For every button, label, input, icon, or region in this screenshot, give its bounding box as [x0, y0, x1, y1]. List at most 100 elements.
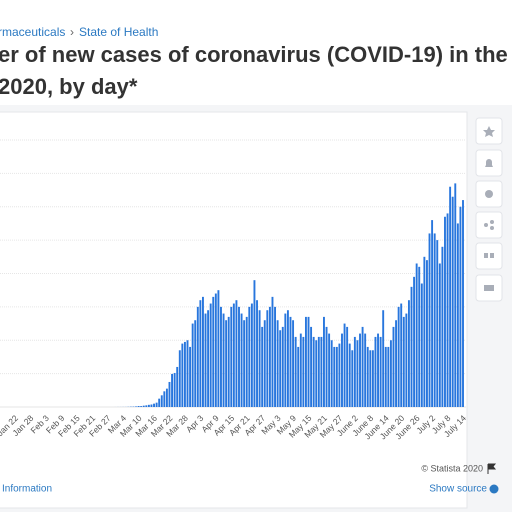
- bar: [338, 343, 341, 407]
- info-icon: [489, 484, 499, 494]
- share-icon: [484, 223, 488, 227]
- bar: [446, 213, 449, 407]
- copyright: © Statista 2020: [421, 463, 483, 473]
- bar: [261, 326, 264, 407]
- bar: [155, 402, 158, 407]
- bar: [433, 233, 436, 407]
- bar: [153, 403, 155, 407]
- print-icon: [484, 285, 494, 291]
- bar: [297, 346, 300, 407]
- bar: [441, 246, 444, 407]
- bar: [279, 330, 282, 407]
- show-source-link[interactable]: Show source: [429, 484, 487, 495]
- bar: [135, 406, 137, 407]
- bar: [274, 306, 276, 407]
- bar: [356, 340, 359, 407]
- bar: [348, 343, 351, 407]
- bar: [142, 405, 145, 407]
- quote-icon: [490, 253, 494, 258]
- bar: [374, 336, 377, 407]
- bar: [320, 336, 323, 407]
- bar: [369, 350, 372, 407]
- bar: [395, 320, 398, 407]
- bar: [323, 316, 325, 407]
- bar: [361, 326, 364, 407]
- bar: [150, 404, 153, 407]
- flag-icon: [487, 463, 497, 474]
- bar: [209, 303, 212, 407]
- bar: [183, 341, 186, 407]
- bar: [202, 296, 204, 407]
- bar: [415, 263, 418, 407]
- toolbar-icons: [483, 126, 495, 291]
- bar: [263, 320, 266, 407]
- bar: [384, 346, 387, 407]
- bar: [181, 343, 184, 407]
- bar: [266, 310, 269, 407]
- bar: [392, 326, 395, 407]
- share-icon: [490, 226, 494, 230]
- bar: [204, 313, 207, 407]
- bar: [364, 333, 367, 407]
- breadcrumb-link[interactable]: State of Health: [79, 25, 158, 39]
- bar: [407, 300, 410, 407]
- bar: [268, 306, 271, 407]
- share-button[interactable]: [475, 211, 503, 239]
- bar: [243, 320, 246, 407]
- bar: [173, 372, 176, 407]
- bar: [168, 381, 171, 407]
- title-line: er of new cases of coronavirus (COVID-19…: [0, 42, 512, 67]
- bar: [343, 323, 346, 407]
- bar: [420, 283, 423, 407]
- bar: [346, 326, 349, 407]
- bar: [304, 316, 307, 407]
- gear-icon: [485, 190, 493, 198]
- bar: [302, 336, 305, 407]
- bar: [186, 340, 189, 407]
- bar: [163, 391, 166, 407]
- bar: [389, 340, 392, 407]
- bar: [165, 388, 168, 407]
- bar: [315, 340, 318, 407]
- bell-icon: [485, 159, 493, 167]
- bar: [189, 346, 192, 407]
- bar: [171, 373, 174, 407]
- bar: [225, 320, 228, 407]
- information-link[interactable]: Information: [2, 484, 52, 495]
- bar: [256, 300, 258, 407]
- bar: [222, 313, 225, 407]
- bar: [405, 313, 408, 407]
- bar: [281, 326, 284, 407]
- bar: [456, 223, 459, 407]
- bar: [147, 404, 150, 407]
- bar: [366, 346, 369, 407]
- bar: [451, 196, 454, 407]
- star-icon: [483, 126, 495, 137]
- bar: [359, 333, 361, 407]
- bar: [418, 266, 421, 407]
- bar: [245, 316, 248, 407]
- bar: [194, 320, 197, 407]
- cite-button[interactable]: [475, 242, 503, 270]
- bar: [379, 336, 382, 407]
- breadcrumb-link[interactable]: rmaceuticals: [0, 25, 65, 39]
- bar: [230, 306, 233, 407]
- bar: [341, 333, 343, 407]
- bar: [382, 310, 385, 407]
- bar: [284, 313, 287, 407]
- bar: [307, 316, 310, 407]
- bar: [436, 240, 439, 407]
- bar: [214, 293, 217, 407]
- bar: [158, 398, 161, 407]
- bar: [335, 346, 338, 407]
- bar: [400, 303, 403, 407]
- header-bg: [0, 0, 512, 105]
- bar: [196, 306, 199, 407]
- bar: [227, 316, 230, 407]
- bar: [325, 326, 328, 407]
- bar: [248, 306, 251, 407]
- bar: [299, 333, 302, 407]
- bar: [328, 333, 331, 407]
- bar: [258, 310, 261, 407]
